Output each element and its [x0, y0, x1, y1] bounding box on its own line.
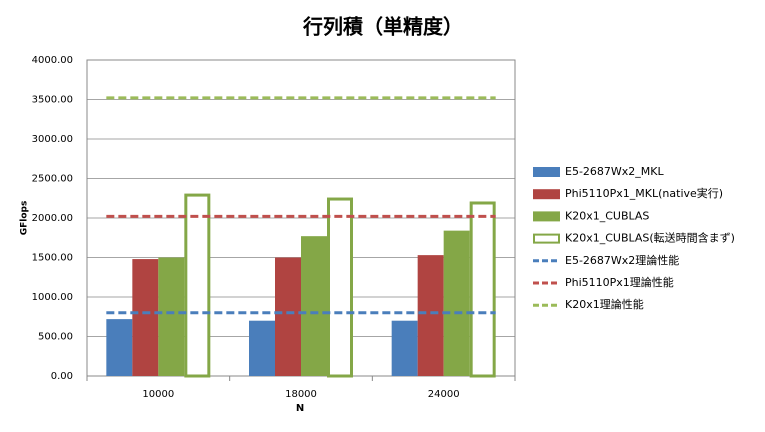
y-tick-label: 1000.00	[32, 292, 73, 303]
x-tick-label: 18000	[285, 389, 317, 400]
x-tick-label: 24000	[428, 389, 460, 400]
y-tick-label: 3000.00	[32, 134, 73, 145]
legend-label: E5-2687Wx2_MKL	[565, 165, 665, 178]
y-axis-label: GFlops	[20, 201, 30, 236]
y-tick-label: 500.00	[38, 332, 73, 343]
bar	[301, 236, 327, 376]
bar	[417, 255, 444, 376]
y-tick-label: 2000.00	[32, 213, 73, 224]
chart-title: 行列積（単精度）	[302, 15, 463, 39]
bar	[275, 257, 301, 376]
bar	[443, 230, 470, 376]
y-tick-label: 2500.00	[32, 174, 73, 185]
bar	[391, 320, 418, 376]
legend-label: Phi5110Px1_MKL(native実行)	[565, 186, 723, 200]
legend-label: Phi5110Px1理論性能	[565, 275, 674, 289]
bar	[106, 319, 133, 376]
y-tick-label: 1500.00	[32, 253, 73, 264]
bar	[249, 320, 275, 376]
x-tick-label: 10000	[142, 389, 174, 400]
y-tick-label: 4000.00	[32, 55, 73, 66]
y-tick-label: 3500.00	[32, 95, 73, 106]
legend-label: E5-2687Wx2理論性能	[565, 253, 679, 267]
bar	[469, 201, 496, 378]
bar	[158, 257, 185, 376]
x-axis-label: N	[296, 403, 304, 414]
bar	[327, 197, 353, 378]
bar	[184, 193, 211, 378]
legend-swatch	[533, 167, 560, 177]
legend-swatch	[533, 189, 560, 200]
legend-label: K20x1_CUBLAS(転送時間含まず)	[565, 231, 735, 245]
y-tick-label: 0.00	[51, 371, 73, 382]
legend-label: K20x1_CUBLAS	[565, 209, 649, 222]
legend-swatch	[533, 211, 560, 222]
bar	[132, 259, 159, 376]
legend-swatch	[533, 233, 560, 244]
legend-label: K20x1理論性能	[565, 297, 644, 311]
